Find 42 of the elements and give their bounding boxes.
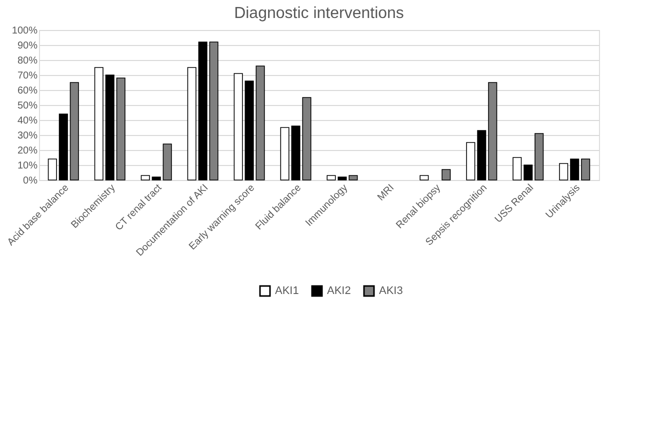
bar [488,82,498,180]
x-tick-label: MRI [376,182,396,204]
y-tick-label: 60% [17,86,38,96]
bar [162,144,172,180]
bar [420,175,429,180]
bar [58,114,68,180]
bar [70,82,79,180]
chart-title: Diagnostic interventions [234,5,404,22]
bar [116,78,126,180]
bar [140,175,150,180]
y-tick-label: 30% [17,130,38,142]
bar [570,158,580,180]
y-tick-label: 40% [17,116,38,126]
bar [559,163,568,180]
bar [152,176,161,180]
y-tick-label: 70% [17,70,38,82]
y-tick-label: 90% [17,40,38,52]
bar [512,157,522,180]
bar [581,158,590,180]
bar [105,74,114,180]
y-tick-label: 20% [17,146,38,156]
bar [244,80,254,180]
bar [187,67,196,180]
legend-label: AKI3 [379,285,403,297]
bar [209,42,218,180]
legend-label: AKI2 [327,285,351,297]
bar [256,66,265,180]
bar [234,73,243,180]
bar [48,158,57,180]
y-tick-label: 10% [17,160,38,172]
y-tick-label: 80% [17,56,38,66]
bar [534,133,544,180]
bar [477,130,486,180]
y-tick-label: 100% [12,26,38,36]
y-tick-label: 0% [23,176,38,186]
bar [198,42,208,180]
bar [524,164,533,180]
bar [94,67,104,180]
y-tick-label: 50% [17,100,38,112]
bar [442,169,451,180]
bar [466,142,476,180]
legend-label: AKI1 [275,285,299,297]
